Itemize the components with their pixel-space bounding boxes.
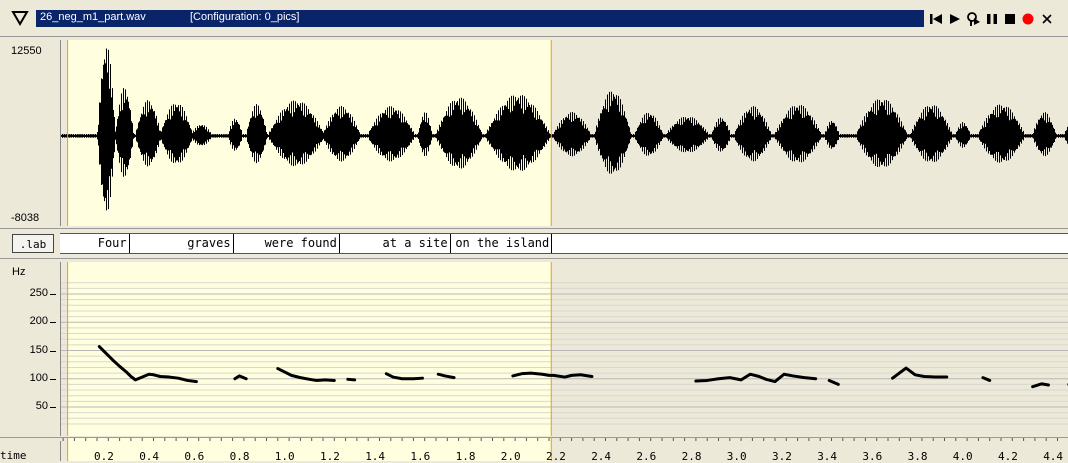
pause-icon[interactable]: [984, 11, 1000, 27]
time-tick-label: 2.2: [546, 450, 566, 463]
pitch-tick-label: 250: [29, 287, 48, 299]
time-tick-label: 3.6: [862, 450, 883, 463]
time-tick-label: 2.6: [636, 450, 657, 463]
label-segment[interactable]: on the island: [455, 236, 550, 250]
waveform-plot[interactable]: [61, 40, 1068, 226]
skip-to-start-icon[interactable]: [928, 11, 944, 27]
time-tick-label: 1.4: [365, 450, 386, 463]
label-segment[interactable]: were found: [264, 236, 337, 250]
waveform-min-label: -8038: [11, 212, 40, 224]
time-tick-label: 2.0: [500, 450, 521, 463]
time-tick-label: 4.0: [952, 450, 973, 463]
pitch-contour: [511, 371, 594, 379]
play-icon[interactable]: [947, 11, 963, 27]
time-tick-label: 1.6: [410, 450, 431, 463]
divider: [0, 258, 1068, 259]
time-tick-label: 4.2: [998, 450, 1018, 463]
label-segment[interactable]: at a site: [382, 236, 448, 250]
selection-region[interactable]: [67, 438, 552, 461]
divider: [0, 437, 1068, 438]
label-boundary[interactable]: [338, 234, 340, 253]
time-tick-label: 3.2: [772, 450, 792, 463]
pitch-contour: [384, 372, 424, 381]
pitch-tick-mark: [50, 350, 56, 352]
pitch-tick-mark: [50, 294, 56, 295]
label-boundary[interactable]: [232, 234, 234, 253]
time-tick-label: 3.4: [817, 450, 838, 463]
pitch-axis: [60, 262, 61, 436]
timeline-plot[interactable]: [61, 438, 1068, 461]
pitch-unit-label: Hz: [12, 266, 26, 278]
pitch-tick-mark: [50, 407, 56, 408]
filename-label: 26_neg_m1_part.wav: [40, 11, 146, 23]
close-icon[interactable]: [1040, 11, 1054, 27]
time-tick-label: 1.8: [455, 450, 476, 463]
record-icon[interactable]: [1020, 11, 1036, 27]
pitch-tick-label: 200: [29, 315, 48, 328]
time-axis-label: time: [0, 449, 27, 462]
time-axis-divider: [60, 441, 61, 461]
configuration-label: [Configuration: 0_pics]: [190, 11, 300, 23]
time-tick-label: 0.4: [139, 450, 160, 463]
label-boundary[interactable]: [449, 234, 451, 253]
pitch-contour: [436, 372, 456, 380]
pitch-contour: [276, 367, 336, 382]
divider: [0, 228, 1068, 229]
file-title-strip: [36, 10, 924, 27]
pitch-contour: [1031, 382, 1050, 389]
time-tick-label: 0.8: [229, 450, 250, 463]
label-boundary[interactable]: [551, 234, 553, 253]
waveform-axis: [60, 40, 61, 226]
time-tick-label: 2.4: [591, 450, 612, 463]
pitch-contour: [694, 372, 818, 384]
label-tier-strip[interactable]: [60, 233, 1068, 254]
pitch-plot[interactable]: [61, 262, 1068, 436]
waveform-trace: [61, 48, 1068, 211]
label-segment[interactable]: graves: [187, 236, 231, 250]
time-tick-label: 2.8: [681, 450, 702, 463]
pitch-tick-label: 100: [29, 371, 48, 384]
divider: [0, 36, 1068, 37]
time-tick-label: 1.0: [274, 450, 295, 463]
waveform-max-label: 12550: [11, 45, 42, 57]
pitch-contour: [233, 374, 248, 381]
time-tick-label: 0.6: [184, 450, 205, 463]
pitch-contour: [97, 345, 198, 384]
pitch-contour: [891, 366, 949, 380]
label-tier-button[interactable]: .lab: [12, 234, 54, 253]
pitch-contour: [346, 377, 357, 382]
time-tick-label: 3.8: [907, 450, 928, 463]
pitch-contour: [827, 378, 840, 386]
label-boundary[interactable]: [128, 234, 130, 253]
pitch-tick-mark: [50, 322, 56, 324]
play-selection-icon[interactable]: [965, 11, 981, 27]
time-tick-label: 3.0: [726, 450, 747, 463]
pitch-tick-label: 50: [35, 400, 48, 412]
time-tick-label: 1.2: [320, 450, 340, 463]
pitch-tick-mark: [50, 378, 56, 380]
label-segment[interactable]: Four: [97, 236, 127, 250]
time-tick-label: 4.4: [1043, 450, 1064, 463]
pitch-tick-label: 150: [29, 343, 48, 356]
pitch-contour: [981, 376, 992, 382]
collapse-triangle-icon[interactable]: [10, 9, 30, 27]
stop-icon[interactable]: [1002, 11, 1018, 27]
time-tick-label: 0.2: [94, 450, 114, 463]
